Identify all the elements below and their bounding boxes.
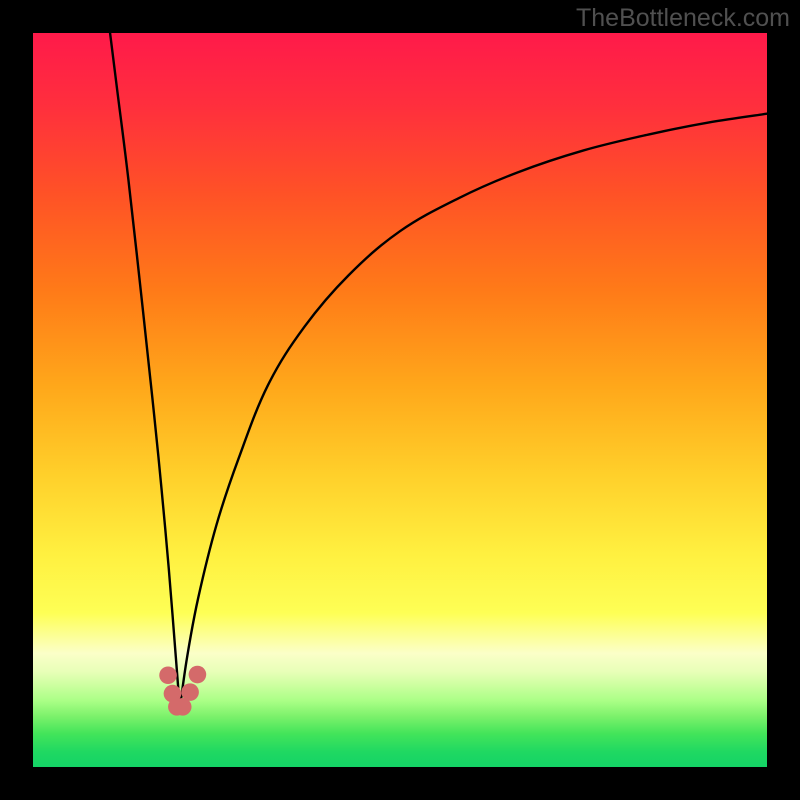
bottleneck-chart: [0, 0, 800, 800]
data-marker: [159, 666, 177, 684]
data-marker: [189, 666, 207, 684]
watermark-text: TheBottleneck.com: [576, 4, 790, 33]
border-left: [0, 0, 33, 800]
border-right: [767, 0, 800, 800]
chart-container: TheBottleneck.com: [0, 0, 800, 800]
plot-area: [33, 33, 767, 767]
data-marker: [181, 683, 199, 701]
border-bottom: [0, 767, 800, 800]
